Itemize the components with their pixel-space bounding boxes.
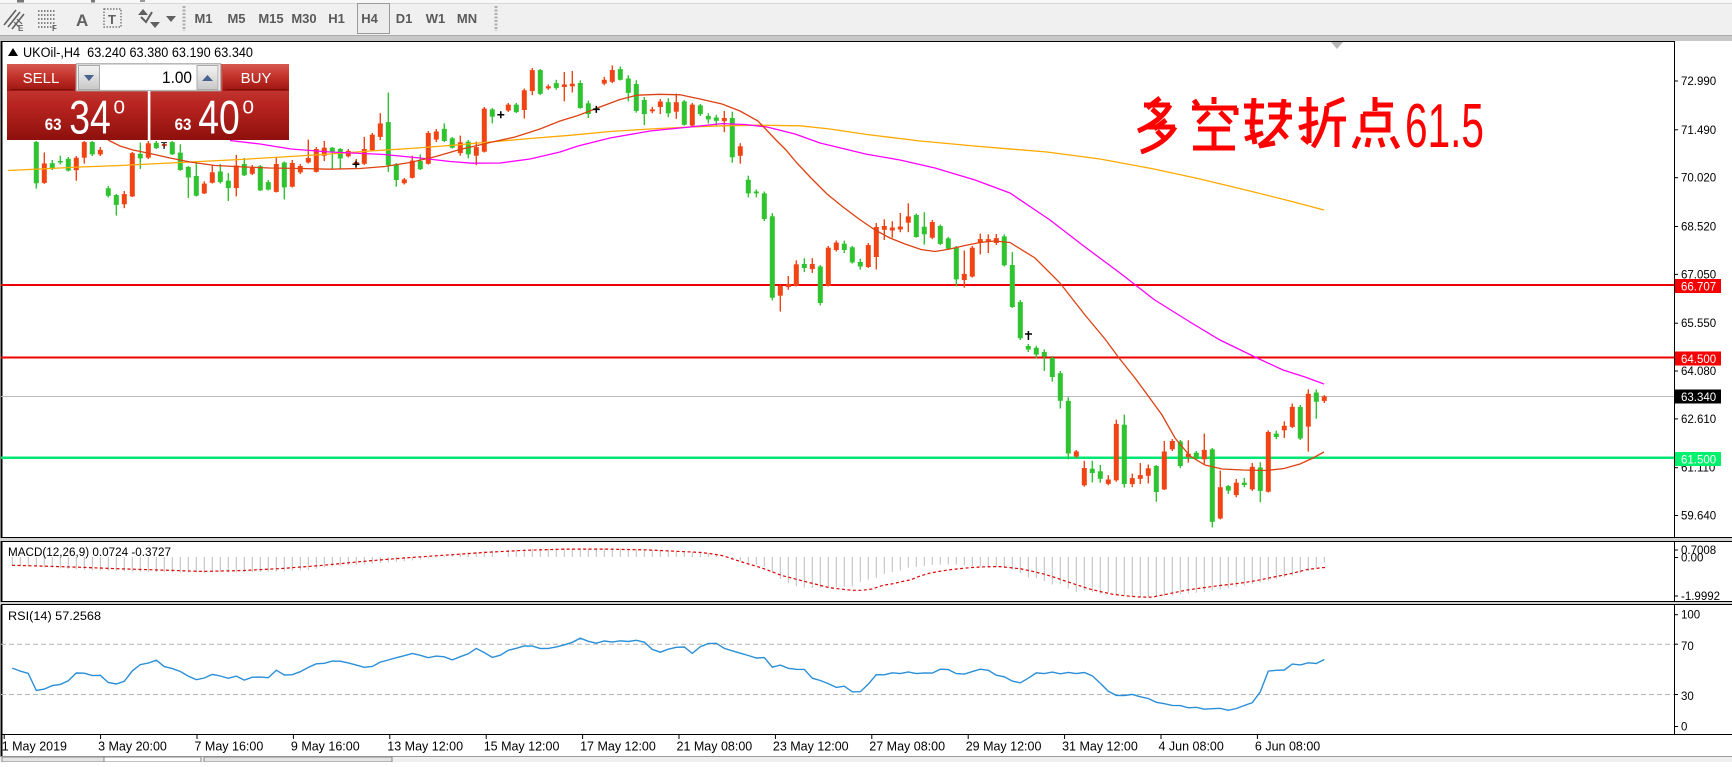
svg-text:64.080: 64.080 bbox=[1681, 366, 1716, 378]
svg-text:0: 0 bbox=[243, 97, 255, 118]
svg-text:30: 30 bbox=[1681, 691, 1694, 703]
svg-text:62.610: 62.610 bbox=[1681, 414, 1716, 426]
svg-text:F: F bbox=[52, 24, 57, 33]
svg-text:68.520: 68.520 bbox=[1681, 222, 1716, 234]
svg-text:63: 63 bbox=[45, 116, 62, 134]
svg-text:13 May 12:00: 13 May 12:00 bbox=[387, 740, 463, 754]
svg-text:MN: MN bbox=[457, 11, 477, 26]
svg-text:66.707: 66.707 bbox=[1681, 282, 1716, 294]
svg-text:31 May 12:00: 31 May 12:00 bbox=[1062, 740, 1138, 754]
svg-text:15 May 12:00: 15 May 12:00 bbox=[484, 740, 560, 754]
svg-text:70: 70 bbox=[1681, 641, 1694, 653]
svg-text:A: A bbox=[76, 11, 88, 30]
svg-text:RSI(14) 57.2568: RSI(14) 57.2568 bbox=[8, 609, 101, 623]
svg-text:72.990: 72.990 bbox=[1681, 76, 1716, 88]
svg-text:M15: M15 bbox=[258, 11, 283, 26]
svg-text:0: 0 bbox=[1681, 722, 1687, 734]
svg-text:T: T bbox=[161, 141, 167, 152]
svg-text:63: 63 bbox=[175, 116, 192, 134]
svg-text:0: 0 bbox=[114, 97, 126, 118]
svg-text:61.5: 61.5 bbox=[1405, 92, 1484, 161]
svg-text:9 May 16:00: 9 May 16:00 bbox=[291, 740, 360, 754]
svg-text:H4: H4 bbox=[361, 11, 378, 26]
svg-text:63.340: 63.340 bbox=[1681, 392, 1716, 404]
svg-text:UKOil-,H4 63.240 63.380 63.19: UKOil-,H4 63.240 63.380 63.190 63.340 bbox=[23, 45, 253, 60]
svg-text:71.490: 71.490 bbox=[1681, 125, 1716, 137]
svg-text:100: 100 bbox=[1681, 610, 1700, 622]
svg-text:H1: H1 bbox=[328, 11, 345, 26]
svg-text:BUY: BUY bbox=[241, 70, 272, 87]
svg-text:0.00: 0.00 bbox=[1681, 553, 1703, 565]
svg-text:3 May 20:00: 3 May 20:00 bbox=[98, 740, 167, 754]
svg-text:6 Jun 08:00: 6 Jun 08:00 bbox=[1255, 740, 1320, 754]
svg-text:E: E bbox=[18, 24, 24, 33]
svg-text:MACD(12,26,9) 0.0724 -0.3727: MACD(12,26,9) 0.0724 -0.3727 bbox=[8, 545, 171, 559]
svg-text:1 May 2019: 1 May 2019 bbox=[2, 740, 67, 754]
svg-text:27 May 08:00: 27 May 08:00 bbox=[869, 740, 945, 754]
svg-text:23 May 12:00: 23 May 12:00 bbox=[773, 740, 849, 754]
svg-text:M30: M30 bbox=[291, 11, 316, 26]
svg-text:T: T bbox=[108, 12, 116, 27]
svg-text:61.500: 61.500 bbox=[1681, 455, 1716, 467]
svg-text:29 May 12:00: 29 May 12:00 bbox=[966, 740, 1042, 754]
svg-text:D1: D1 bbox=[396, 11, 413, 26]
svg-text:SELL: SELL bbox=[23, 70, 60, 87]
svg-text:70.020: 70.020 bbox=[1681, 173, 1716, 185]
svg-text:0.7008: 0.7008 bbox=[1681, 545, 1716, 557]
svg-text:M5: M5 bbox=[227, 11, 245, 26]
svg-text:34: 34 bbox=[69, 91, 111, 144]
svg-text:W1: W1 bbox=[426, 11, 446, 26]
svg-text:21 May 08:00: 21 May 08:00 bbox=[677, 740, 753, 754]
svg-text:40: 40 bbox=[198, 91, 240, 144]
svg-text:4 Jun 08:00: 4 Jun 08:00 bbox=[1159, 740, 1224, 754]
svg-text:65.550: 65.550 bbox=[1681, 318, 1716, 330]
svg-text:67.050: 67.050 bbox=[1681, 269, 1716, 281]
svg-text:1.00: 1.00 bbox=[162, 69, 192, 87]
svg-text:7 May 16:00: 7 May 16:00 bbox=[195, 740, 264, 754]
svg-text:17 May 12:00: 17 May 12:00 bbox=[580, 740, 656, 754]
svg-text:59.640: 59.640 bbox=[1681, 511, 1716, 523]
svg-text:-1.9992: -1.9992 bbox=[1681, 591, 1720, 603]
svg-text:64.500: 64.500 bbox=[1681, 354, 1716, 366]
svg-text:M1: M1 bbox=[194, 11, 212, 26]
